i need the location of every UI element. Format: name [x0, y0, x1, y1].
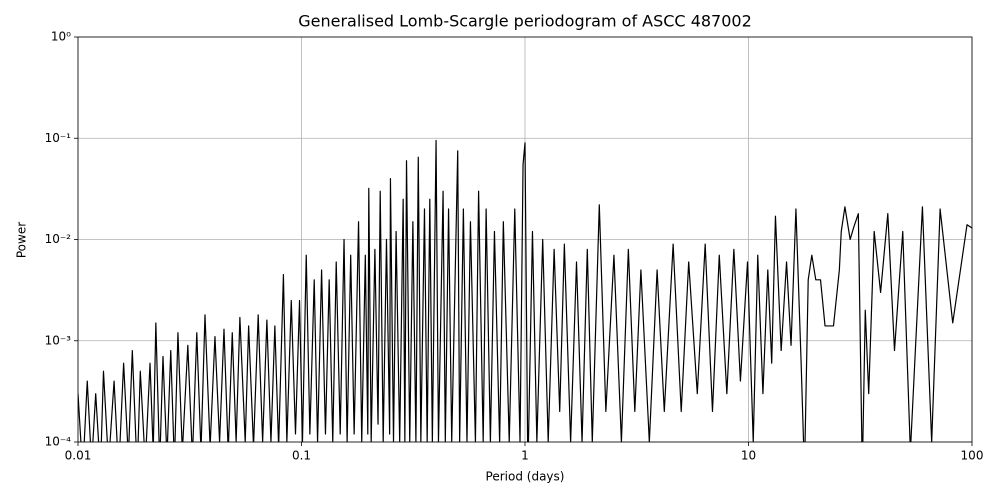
y-tick-label: 10⁻² [45, 232, 72, 246]
chart-title: Generalised Lomb-Scargle periodogram of … [298, 12, 752, 31]
y-axis-label: Power [15, 222, 29, 258]
x-tick-label: 1 [521, 449, 529, 463]
y-tick-label: 10⁻¹ [45, 131, 72, 145]
x-tick-label: 0.1 [292, 449, 311, 463]
grid [77, 36, 973, 443]
y-tick-label: 10⁻³ [45, 333, 72, 347]
periodogram-line [78, 139, 972, 442]
y-tick-label: 10⁰ [51, 30, 71, 44]
plot-area [78, 139, 972, 442]
y-tick-label: 10⁻⁴ [45, 435, 72, 449]
x-tick-label: 0.01 [65, 449, 92, 463]
x-tick-label: 100 [961, 449, 984, 463]
x-tick-label: 10 [741, 449, 756, 463]
x-axis-label: Period (days) [486, 470, 565, 484]
